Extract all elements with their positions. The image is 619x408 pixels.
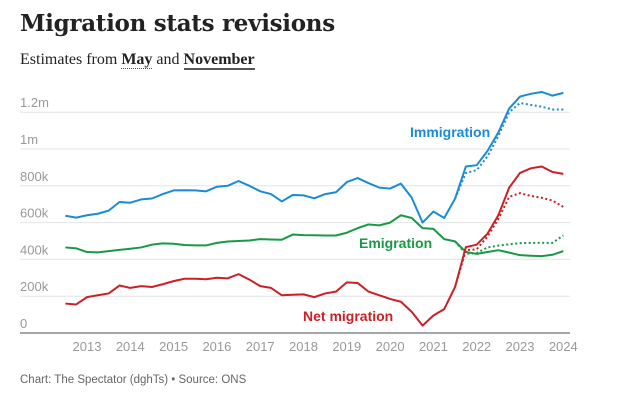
- x-tick-label: 2013: [73, 339, 102, 354]
- y-tick-label: 600k: [20, 206, 49, 221]
- chart-subtitle: Estimates from May and November: [20, 51, 255, 70]
- x-tick-label: 2023: [506, 339, 535, 354]
- x-tick-label: 2020: [376, 339, 405, 354]
- x-tick-label: 2016: [202, 339, 231, 354]
- subtitle-prefix: Estimates from: [20, 51, 118, 68]
- legend-november: November: [183, 51, 255, 70]
- immigration-november-line: [65, 90, 564, 224]
- y-tick-label: 200k: [20, 279, 49, 294]
- x-tick-label: 2019: [332, 339, 361, 354]
- net-migration-may-line: [454, 192, 564, 288]
- x-tick-label: 2018: [289, 339, 318, 354]
- immigration-may-line: [454, 101, 564, 200]
- y-tick-label: 1m: [20, 132, 38, 147]
- subtitle-and: and: [156, 51, 180, 68]
- chart-title: Migration stats revisions: [20, 10, 335, 37]
- y-tick-label: 800k: [20, 169, 49, 184]
- legend-may: May: [121, 51, 153, 69]
- net-migration-november-line: [65, 165, 564, 327]
- x-tick-label: 2024: [549, 339, 578, 354]
- x-tick-label: 2014: [116, 339, 145, 354]
- y-tick-label: 1.2m: [20, 95, 49, 110]
- x-tick-label: 2015: [159, 339, 188, 354]
- x-tick-label: 2017: [246, 339, 275, 354]
- immigration-label: Immigration: [410, 124, 490, 140]
- y-tick-label: 400k: [20, 242, 49, 257]
- emigration-may-line: [454, 234, 564, 255]
- emigration-label: Emigration: [359, 235, 432, 251]
- net-migration-label: Net migration: [303, 308, 393, 324]
- y-tick-label: 0: [20, 316, 27, 331]
- x-tick-label: 2022: [462, 339, 491, 354]
- emigration-november-line: [65, 214, 564, 258]
- chart-footer: Chart: The Spectator (dghTs) • Source: O…: [20, 374, 247, 386]
- x-tick-label: 2021: [419, 339, 448, 354]
